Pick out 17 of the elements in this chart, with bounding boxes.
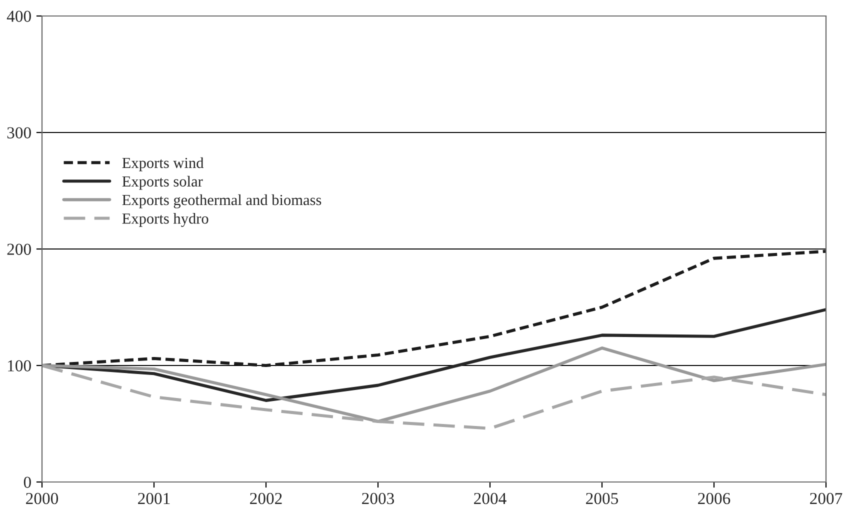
legend-label: Exports geothermal and biomass: [122, 194, 322, 208]
y-tick-label: 0: [24, 476, 31, 488]
x-tick-label: 2004: [474, 492, 506, 504]
x-tick-label: 2005: [586, 492, 618, 504]
x-tick-label: 2000: [26, 492, 58, 504]
legend-label: Exports hydro: [122, 212, 208, 227]
y-tick-label: 400: [6, 10, 31, 22]
y-tick-label: 100: [8, 360, 31, 372]
x-tick-label: 2006: [698, 492, 730, 504]
legend-label: Exports solar: [122, 176, 203, 190]
x-tick-label: 2001: [138, 492, 170, 504]
y-tick-label: 200: [7, 244, 31, 255]
legend-label: Exports wind: [122, 157, 204, 172]
y-tick-label: 300: [7, 127, 31, 138]
x-tick-label: 2002: [250, 492, 282, 504]
x-tick-label: 2003: [362, 492, 394, 504]
x-tick-label: 2007: [810, 492, 842, 504]
